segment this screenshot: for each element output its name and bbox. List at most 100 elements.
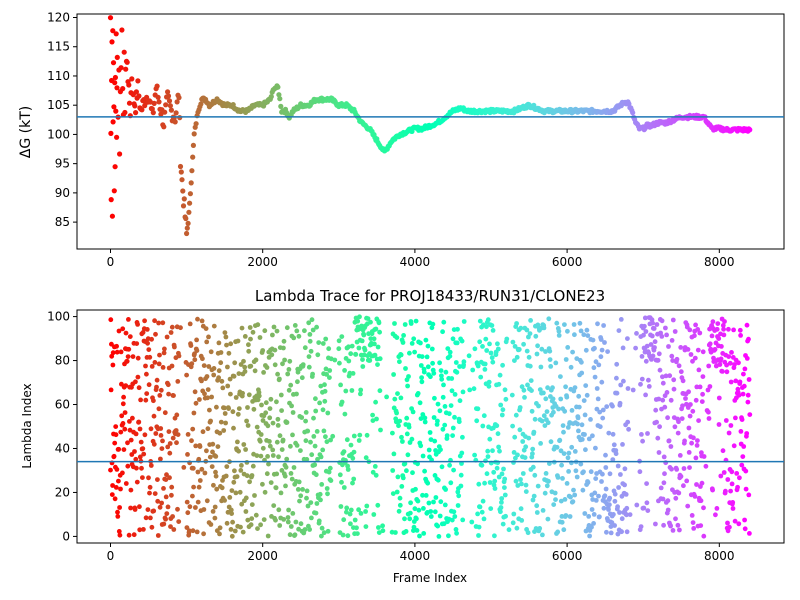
lambda-point: [146, 475, 151, 481]
delta-g-point: [179, 177, 185, 183]
lambda-point: [443, 487, 448, 492]
lambda-point: [480, 423, 486, 429]
chart-title: Lambda Trace for PROJ18433/RUN31/CLONE23: [255, 287, 605, 305]
lambda-point: [204, 448, 209, 454]
lambda-point: [738, 333, 743, 338]
lambda-point: [394, 489, 400, 495]
lambda-point: [126, 346, 132, 352]
lambda-point: [238, 468, 244, 473]
lambda-point: [744, 356, 750, 361]
lambda-point: [621, 378, 626, 384]
lambda-point: [634, 331, 639, 336]
lambda-point: [156, 406, 162, 412]
lambda-point: [209, 464, 215, 469]
lambda-point: [394, 410, 399, 416]
lambda-point: [287, 358, 293, 364]
lambda-point: [237, 489, 243, 495]
lambda-point: [426, 500, 432, 506]
lambda-point: [646, 377, 651, 383]
lambda-point: [529, 408, 535, 414]
lambda-point: [263, 400, 269, 406]
lambda-point: [176, 519, 182, 524]
lambda-point: [161, 486, 166, 491]
lambda-point: [322, 398, 328, 404]
lambda-point: [660, 397, 666, 403]
lambda-point: [737, 475, 742, 481]
lambda-point: [114, 467, 120, 472]
lambda-point: [192, 357, 198, 363]
lambda-point: [284, 420, 290, 425]
lambda-point: [130, 415, 135, 421]
lambda-point: [255, 322, 261, 328]
lambda-point: [583, 447, 588, 453]
lambda-point: [742, 517, 747, 523]
lambda-point: [290, 410, 296, 415]
lambda-point: [228, 341, 234, 347]
lambda-point: [286, 507, 291, 513]
y-axis-ticks: 0 20 40 60 80 100: [47, 310, 77, 543]
lambda-point: [440, 394, 446, 400]
lambda-point: [730, 506, 736, 511]
lambda-point: [544, 483, 550, 489]
lambda-point: [575, 421, 580, 427]
lambda-point: [172, 344, 177, 350]
lambda-point: [679, 416, 685, 421]
lambda-point: [592, 490, 598, 496]
lambda-point: [143, 363, 148, 369]
lambda-point: [309, 515, 314, 521]
lambda-point: [459, 450, 465, 456]
lambda-point: [257, 335, 263, 340]
lambda-point: [479, 509, 485, 515]
lambda-point: [731, 327, 736, 333]
lambda-point: [653, 407, 659, 413]
lambda-point: [615, 463, 621, 469]
y-tick-label: 85: [55, 215, 70, 229]
lambda-point: [250, 329, 256, 335]
lambda-point: [243, 509, 249, 514]
delta-g-point: [165, 93, 172, 99]
lambda-point: [146, 347, 152, 352]
lambda-point: [455, 503, 461, 508]
lambda-point: [136, 419, 142, 425]
lambda-point: [650, 353, 656, 359]
lambda-point: [228, 527, 234, 532]
lambda-point: [272, 347, 278, 353]
lambda-point: [608, 530, 614, 536]
lambda-point: [660, 374, 665, 380]
lambda-point: [439, 373, 444, 379]
lambda-point: [705, 387, 711, 393]
lambda-point: [347, 511, 353, 517]
lambda-point: [164, 472, 169, 478]
x-axis-ticks: 0 2000 4000 6000 8000: [107, 249, 735, 269]
lambda-point: [500, 521, 506, 527]
lambda-point: [436, 534, 442, 539]
lambda-point: [539, 418, 545, 424]
lambda-point: [543, 349, 548, 354]
y-axis-label: Lambda Index: [20, 383, 34, 468]
delta-g-point: [165, 89, 171, 95]
lambda-point: [255, 397, 261, 403]
lambda-point: [460, 517, 466, 523]
lambda-point: [404, 468, 409, 474]
lambda-point: [593, 476, 599, 481]
lambda-point: [211, 366, 217, 371]
lambda-point: [530, 451, 535, 457]
lambda-point: [397, 359, 402, 365]
lambda-point: [419, 354, 425, 359]
lambda-point: [303, 410, 309, 415]
lambda-point: [456, 419, 462, 425]
lambda-point: [660, 496, 666, 502]
lambda-point: [149, 364, 155, 369]
lambda-point: [399, 484, 405, 489]
lambda-point: [390, 430, 395, 436]
lambda-point: [643, 329, 649, 334]
delta-g-point: [110, 60, 117, 66]
lambda-point: [556, 333, 562, 338]
lambda-point: [210, 449, 215, 455]
lambda-point: [221, 428, 227, 433]
lambda-point: [474, 418, 480, 424]
lambda-point: [425, 343, 431, 349]
lambda-point: [197, 397, 202, 402]
lambda-point: [152, 318, 158, 324]
lambda-point: [723, 488, 728, 494]
